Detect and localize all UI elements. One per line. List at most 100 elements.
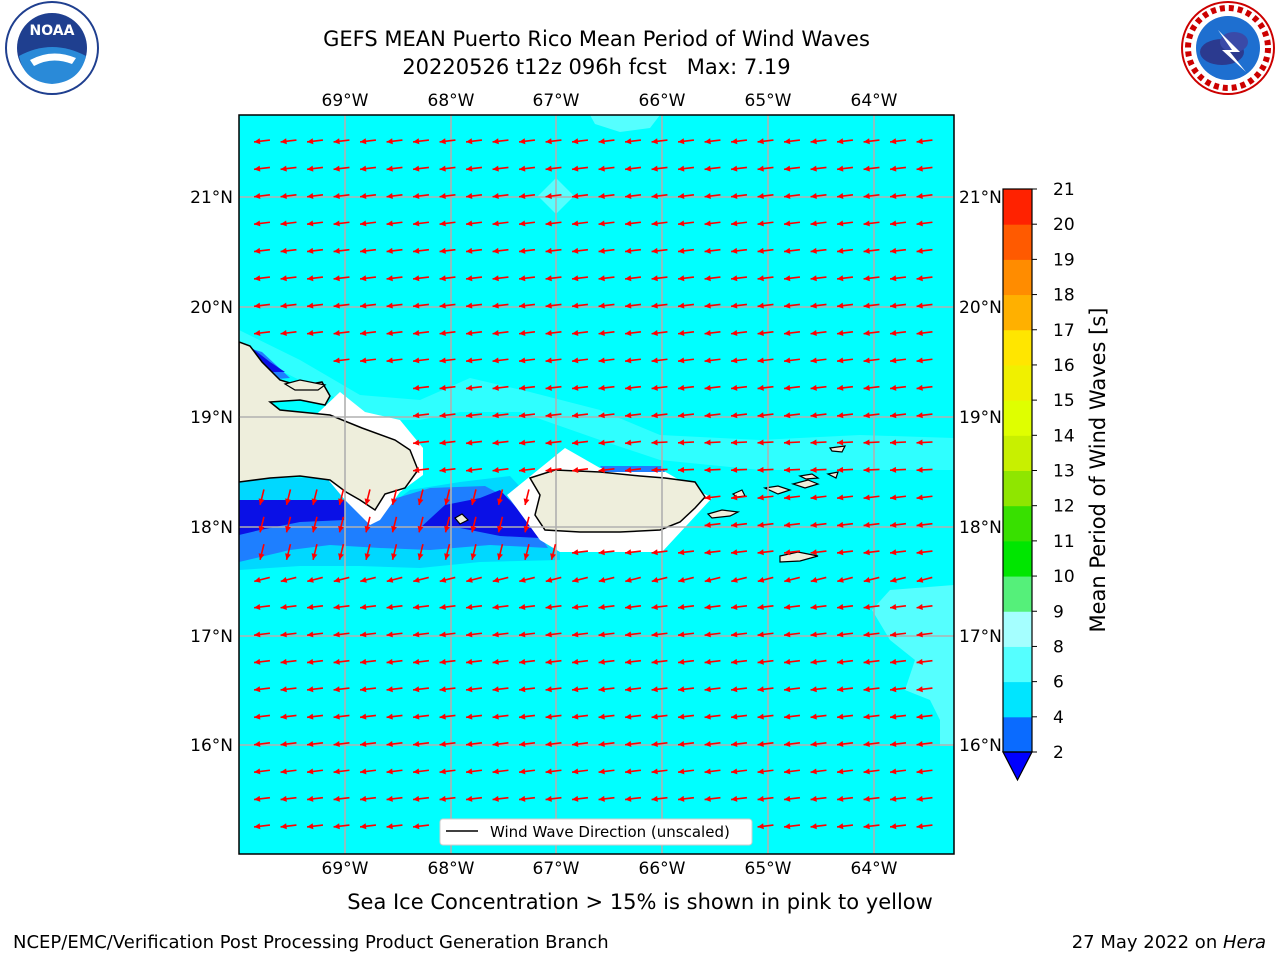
wind-wave-arrowhead [545,220,552,227]
wind-wave-arrowhead [439,302,446,309]
wind-wave-arrowhead [678,220,685,227]
wind-wave-arrowhead [704,384,711,391]
wind-wave-arrowhead [386,631,393,638]
wind-wave-arrowhead [625,768,632,775]
wind-wave-arrowhead [704,795,711,802]
wind-wave-arrowhead [731,165,738,172]
wind-wave-arrowhead [360,357,367,364]
wind-wave-arrowhead [391,525,397,533]
wind-wave-arrowhead [890,823,897,830]
wind-wave-arrowhead [810,494,817,501]
wind-wave-arrowhead [413,823,420,830]
wind-wave-arrowhead [572,631,579,638]
wind-wave-arrowhead [731,439,738,446]
wind-wave-arrowhead [863,494,870,501]
wind-wave-arrowhead [784,165,791,172]
wind-wave-arrowhead [678,357,685,364]
wind-wave-arrowhead [916,521,923,528]
wind-wave-arrowhead [333,631,340,638]
lat-label-left: 20°N [190,298,233,318]
wind-wave-arrowhead [360,686,367,693]
wind-wave-arrowhead [333,193,340,200]
colorbar-segment [1003,329,1032,366]
wind-wave-arrowhead [497,498,503,505]
wind-wave-arrowhead [307,631,314,638]
wind-wave-arrowhead [598,686,605,693]
wind-wave-arrowhead [285,498,291,505]
colorbar-label: Mean Period of Wind Waves [s] [1086,308,1110,633]
colorbar-segment [1003,576,1032,612]
map-frame [238,114,955,855]
wind-wave-arrowhead [497,553,503,560]
wind-wave-arrowhead [386,193,393,200]
wind-wave-arrowhead [757,549,764,556]
wind-wave-arrowhead [837,412,844,419]
wind-wave-arrowhead [280,193,287,200]
lat-label-right: 20°N [959,298,1002,318]
colorbar-segment [1003,294,1032,331]
wind-wave-arrowhead [360,576,367,583]
wind-wave-arrowhead [757,466,764,473]
wind-wave-arrowhead [810,521,817,528]
wind-wave-arrowhead [651,330,658,337]
colorbar-tick-label: 18 [1053,286,1075,306]
wind-wave-arrowhead [810,549,817,556]
wind-wave-arrowhead [444,525,450,533]
wind-wave-arrowhead [810,302,817,309]
wind-wave-arrowhead [360,631,367,638]
colorbar-tick-label: 6 [1053,673,1064,693]
lat-label-left: 17°N [190,627,233,647]
wind-wave-arrowhead [731,220,738,227]
wind-wave-arrowhead [492,795,499,802]
wind-wave-arrowhead [439,795,446,802]
wind-wave-arrowhead [625,138,632,145]
wind-wave-arrowhead [254,631,261,638]
wind-wave-arrowhead [519,604,526,611]
wind-wave-arrowhead [837,302,844,309]
wind-wave-arrowhead [757,439,764,446]
wind-wave-arrowhead [916,220,923,227]
lat-label-right: 19°N [959,408,1002,428]
lat-label-left: 16°N [190,736,233,756]
wind-wave-arrowhead [678,686,685,693]
wind-wave-arrowhead [704,439,711,446]
wind-wave-arrowhead [863,220,870,227]
wind-wave-arrowhead [863,357,870,364]
wind-wave-arrowhead [413,165,420,172]
lat-label-right: 21°N [959,188,1002,208]
wind-wave-arrowhead [413,467,420,474]
wind-wave-arrowhead [439,768,446,775]
colorbar-segment [1003,400,1032,436]
wind-wave-arrowhead [598,165,605,172]
wind-wave-arrowhead [307,302,314,309]
wind-wave-arrowhead [307,220,314,227]
wind-wave-arrowhead [837,330,844,337]
wind-wave-arrowhead [492,631,499,638]
wind-wave-arrowhead [704,412,711,419]
wind-wave-arrowhead [285,525,291,533]
wind-wave-arrowhead [360,658,367,665]
wind-wave-arrowhead [519,247,526,254]
wind-wave-arrowhead [386,138,393,145]
wind-wave-arrowhead [678,412,685,419]
wind-wave-arrowhead [757,658,764,665]
wind-wave-arrowhead [417,525,424,533]
wind-wave-arrowhead [492,247,499,254]
wind-wave-arrowhead [837,220,844,227]
wind-wave-arrowhead [863,741,870,748]
wind-wave-arrowhead [651,275,658,282]
wind-wave-arrowhead [466,330,473,337]
wind-wave-arrowhead [810,384,817,391]
wind-wave-arrowhead [757,357,764,364]
wind-wave-arrowhead [890,439,897,446]
wind-wave-arrowhead [519,576,526,583]
wind-wave-arrowhead [890,384,897,391]
wind-wave-arrowhead [651,741,658,748]
wind-wave-arrowhead [413,768,420,775]
wind-wave-arrowhead [757,384,764,391]
wind-wave-arrowhead [731,521,738,528]
lat-label-right: 18°N [959,518,1002,538]
wind-wave-arrowhead [704,330,711,337]
lon-label-top: 69°W [322,91,369,111]
